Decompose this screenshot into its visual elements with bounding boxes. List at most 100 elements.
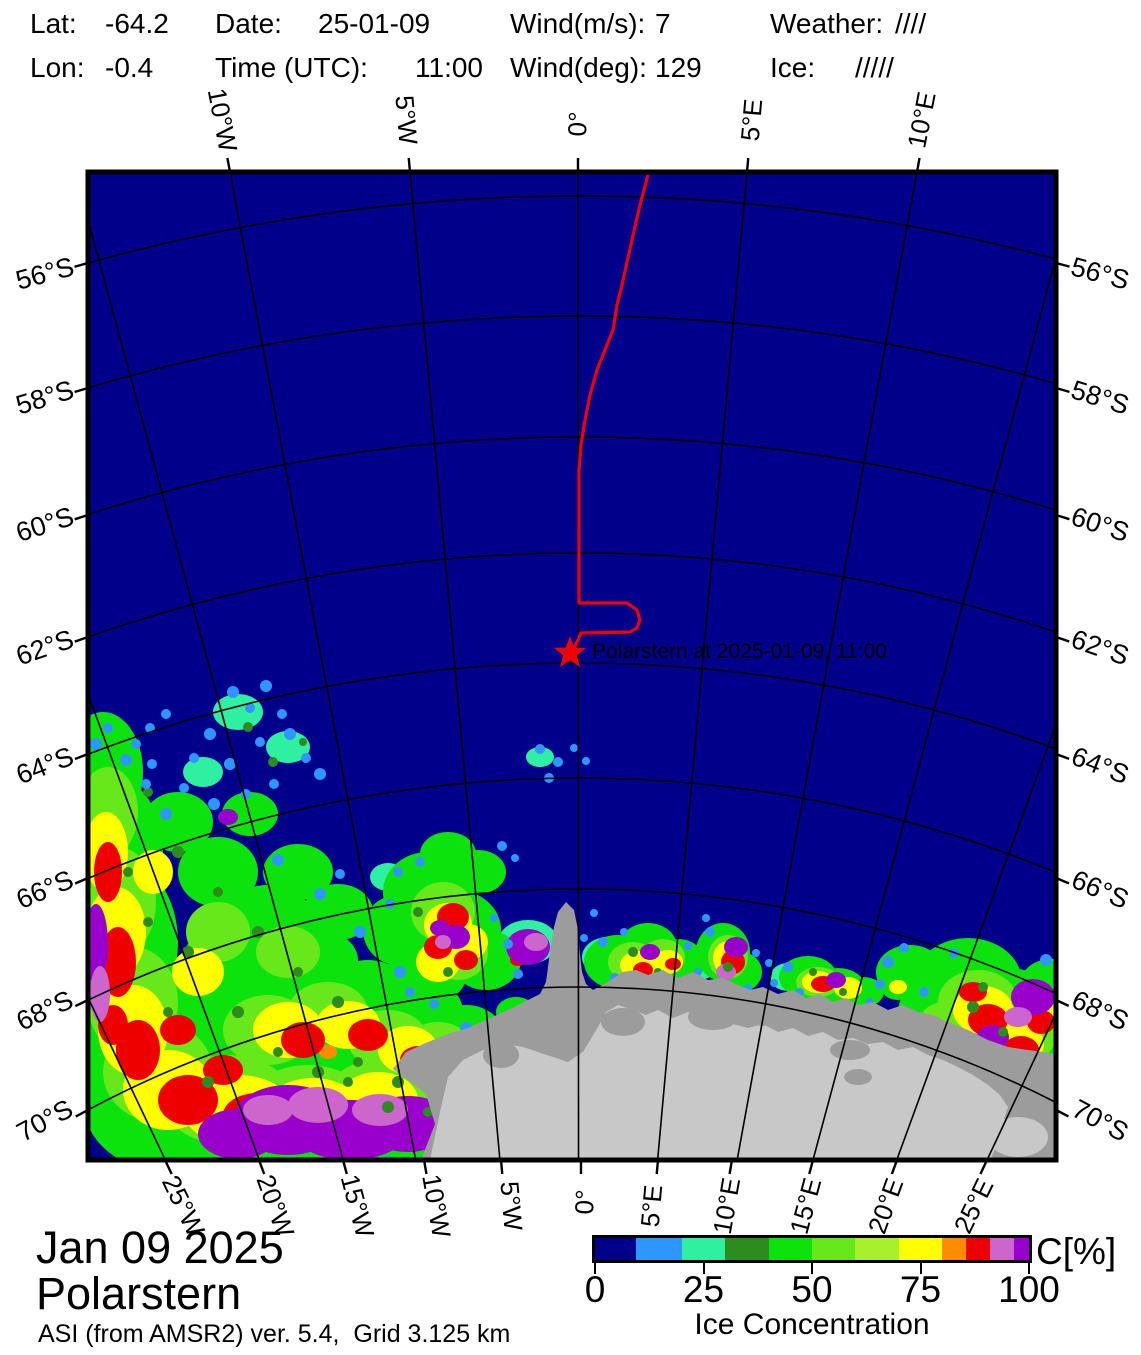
header-value-time-utc: 11:00: [415, 52, 483, 83]
colorbar-segment: [965, 1238, 990, 1260]
ice-blob: [628, 947, 638, 957]
header-value-lat: -64.2: [105, 8, 169, 39]
colorbar-segment: [681, 1238, 726, 1260]
ice-blob: [312, 1066, 324, 1078]
colorbar-tick-label-100: 100: [998, 1269, 1060, 1310]
ice-blob: [553, 757, 563, 767]
ice-blob: [186, 902, 250, 962]
ice-blob: [131, 739, 141, 749]
colorbar: [592, 1235, 1032, 1263]
ice-blob: [348, 1019, 388, 1051]
ice-blob: [90, 738, 102, 750]
ice-blob: [256, 926, 320, 978]
ice-blob: [284, 728, 296, 740]
colorbar-tick: [702, 1263, 705, 1274]
colorbar-tick-label-25: 25: [682, 1269, 725, 1310]
ice-blob: [301, 753, 311, 763]
ice-blob: [724, 937, 748, 957]
meridian-line: [736, 172, 918, 1160]
ice-blob: [454, 950, 478, 970]
map-frame: [85, 169, 1059, 1163]
ice-blob: [429, 999, 439, 1009]
ice-blob: [415, 857, 425, 867]
ice-blob: [335, 869, 345, 879]
ice-blob: [826, 972, 846, 988]
ice-blob: [266, 731, 310, 763]
ice-blob: [143, 917, 153, 927]
axis-bottom-5e: 5°E: [634, 1183, 669, 1229]
parallel-line: [88, 195, 1056, 264]
ice-blob: [598, 937, 608, 947]
ice-blob: [435, 935, 451, 949]
colorbar-unit-label: C[%]: [1036, 1231, 1117, 1272]
ice-blob: [243, 1095, 293, 1125]
ice-blob: [281, 1022, 325, 1058]
ice-blob: [293, 967, 303, 977]
ice-blob: [260, 680, 272, 692]
colorbar-segment: [942, 1238, 966, 1260]
ice-blob: [382, 1101, 394, 1113]
header-label-weather: Weather:: [770, 8, 884, 39]
header-label-lat: Lat:: [30, 8, 77, 39]
ice-blob: [1027, 1010, 1055, 1034]
ice-blob: [143, 792, 213, 852]
ice-blob: [665, 958, 681, 970]
ice-blob: [178, 837, 258, 907]
ice-blob: [1040, 954, 1052, 966]
ice-blob: [272, 854, 284, 866]
axis-top-0: 0°: [562, 111, 593, 137]
colorbar-segment: [989, 1238, 1014, 1260]
ice-blob: [353, 1057, 363, 1067]
ice-blob: [702, 914, 710, 922]
ice-blob: [582, 757, 590, 765]
ice-blob: [120, 754, 132, 766]
ice-blob: [526, 747, 554, 767]
ice-blob: [899, 943, 909, 953]
ice-blob: [978, 982, 988, 992]
ice-blob: [967, 1001, 979, 1013]
ice-blob: [269, 779, 279, 789]
ice-blob: [160, 808, 172, 820]
ice-blob: [147, 759, 157, 769]
meridian-line: [577, 172, 580, 1160]
ice-blob: [1004, 1007, 1032, 1027]
ice-blob: [314, 888, 326, 900]
ice-blob: [405, 987, 415, 997]
header-label-lon: Lon:: [30, 52, 85, 83]
ice-blob: [143, 787, 153, 797]
ice-blob: [839, 988, 847, 996]
colorbar-tick: [594, 1263, 596, 1274]
footer-vessel-name: Polarstern: [36, 1268, 242, 1319]
colorbar-segment: [898, 1238, 943, 1260]
colorbar-tick: [919, 1263, 922, 1274]
ice-blob: [273, 1047, 283, 1057]
ice-blob: [94, 842, 122, 902]
ice-blob: [277, 709, 287, 719]
meridian-line: [229, 172, 417, 1160]
ice-blob: [524, 933, 548, 951]
ice-blob: [208, 798, 220, 810]
ice-blob: [705, 927, 715, 937]
header-label-ice: Ice:: [770, 52, 816, 83]
meridian-line: [409, 172, 501, 1160]
footer-date: Jan 09 2025: [36, 1222, 284, 1273]
ice-blob: [809, 968, 817, 976]
ice-blob: [620, 928, 628, 936]
ice-blob: [570, 744, 578, 752]
ice-blob: [189, 753, 199, 763]
ice-blob: [100, 927, 136, 997]
header-value-ice: /////: [855, 52, 894, 83]
meridian-line: [88, 995, 167, 1160]
ice-blob: [88, 904, 108, 984]
colorbar-tick: [811, 1263, 813, 1274]
colorbar-axis-label: Ice Concentration: [694, 1308, 930, 1341]
ice-blob: [232, 1006, 244, 1018]
ice-blob: [443, 967, 453, 977]
ice-blob: [243, 722, 253, 732]
header-value-wind-dir: 129: [655, 52, 702, 83]
ice-blob: [430, 920, 450, 936]
ice-blob: [161, 709, 171, 719]
ice-blob: [343, 1077, 353, 1087]
ice-blob: [450, 850, 506, 894]
